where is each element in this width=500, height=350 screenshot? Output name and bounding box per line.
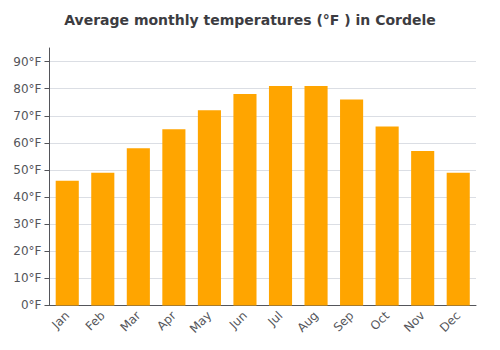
- svg-text:Feb: Feb: [83, 309, 108, 334]
- svg-text:80°F: 80°F: [13, 82, 41, 96]
- svg-text:Apr: Apr: [154, 308, 179, 333]
- svg-text:0°F: 0°F: [21, 298, 42, 312]
- svg-text:Jan: Jan: [49, 309, 73, 333]
- svg-text:Dec: Dec: [437, 309, 463, 335]
- svg-text:Nov: Nov: [401, 309, 427, 335]
- svg-text:30°F: 30°F: [13, 217, 41, 231]
- svg-text:20°F: 20°F: [13, 244, 41, 258]
- svg-text:Jul: Jul: [265, 309, 286, 330]
- svg-text:60°F: 60°F: [13, 136, 41, 150]
- svg-text:Aug: Aug: [295, 309, 321, 335]
- svg-text:Jun: Jun: [226, 309, 250, 333]
- svg-text:May: May: [187, 309, 214, 336]
- svg-text:90°F: 90°F: [13, 55, 41, 69]
- svg-text:Average monthly temperatures (: Average monthly temperatures (°F ) in Co…: [64, 12, 436, 28]
- svg-text:Sep: Sep: [331, 309, 357, 335]
- svg-text:40°F: 40°F: [13, 190, 41, 204]
- svg-text:10°F: 10°F: [13, 271, 41, 285]
- svg-text:Oct: Oct: [368, 308, 393, 333]
- svg-text:70°F: 70°F: [13, 109, 41, 123]
- svg-text:Mar: Mar: [117, 308, 143, 334]
- svg-text:50°F: 50°F: [13, 163, 41, 177]
